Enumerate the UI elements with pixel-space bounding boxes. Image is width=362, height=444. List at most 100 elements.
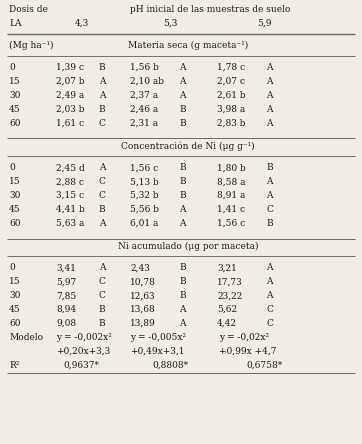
Text: 30: 30 [9, 291, 20, 300]
Text: y = -0,002x²: y = -0,002x² [56, 333, 112, 342]
Text: 15: 15 [9, 278, 21, 286]
Text: 2,45 d: 2,45 d [56, 163, 85, 172]
Text: +0,49x+3,1: +0,49x+3,1 [130, 347, 185, 356]
Text: 5,56 b: 5,56 b [130, 205, 159, 214]
Text: 4,42: 4,42 [217, 319, 237, 328]
Text: B: B [179, 177, 186, 186]
Text: A: A [266, 177, 273, 186]
Text: 8,94: 8,94 [56, 305, 76, 314]
Text: 0: 0 [9, 63, 15, 72]
Text: A: A [99, 163, 105, 172]
Text: 5,3: 5,3 [163, 19, 177, 28]
Text: B: B [266, 163, 273, 172]
Text: 45: 45 [9, 205, 21, 214]
Text: Modelo: Modelo [9, 333, 43, 342]
Text: y = -0,02x²: y = -0,02x² [219, 333, 269, 342]
Text: B: B [179, 291, 186, 300]
Text: 13,68: 13,68 [130, 305, 156, 314]
Text: 3,41: 3,41 [56, 263, 76, 273]
Text: 5,63 a: 5,63 a [56, 219, 84, 228]
Text: A: A [179, 205, 186, 214]
Text: 1,41 c: 1,41 c [217, 205, 245, 214]
Text: 2,10 ab: 2,10 ab [130, 77, 164, 86]
Text: 45: 45 [9, 305, 21, 314]
Text: A: A [99, 77, 105, 86]
Text: 1,78 c: 1,78 c [217, 63, 245, 72]
Text: B: B [99, 105, 105, 114]
Text: A: A [266, 291, 273, 300]
Text: 15: 15 [9, 77, 21, 86]
Text: +0,99x +4,7: +0,99x +4,7 [219, 347, 277, 356]
Text: A: A [179, 219, 186, 228]
Text: C: C [266, 319, 273, 328]
Text: 17,73: 17,73 [217, 278, 243, 286]
Text: B: B [99, 305, 105, 314]
Text: Ni acumulado (μg por maceta): Ni acumulado (μg por maceta) [118, 242, 258, 251]
Text: 2,07 b: 2,07 b [56, 77, 85, 86]
Text: A: A [266, 91, 273, 100]
Text: 2,83 b: 2,83 b [217, 119, 246, 127]
Text: A: A [179, 91, 186, 100]
Text: 3,15 c: 3,15 c [56, 191, 84, 200]
Text: A: A [179, 77, 186, 86]
Text: 1,56 c: 1,56 c [130, 163, 159, 172]
Text: 3,98 a: 3,98 a [217, 105, 245, 114]
Text: A: A [99, 91, 105, 100]
Text: 8,91 a: 8,91 a [217, 191, 245, 200]
Text: Dosis de: Dosis de [9, 5, 48, 14]
Text: 0: 0 [9, 163, 15, 172]
Text: 12,63: 12,63 [130, 291, 156, 300]
Text: B: B [266, 219, 273, 228]
Text: A: A [266, 77, 273, 86]
Text: 60: 60 [9, 219, 21, 228]
Text: 2,46 a: 2,46 a [130, 105, 159, 114]
Text: 5,97: 5,97 [56, 278, 76, 286]
Text: B: B [99, 205, 105, 214]
Text: 13,89: 13,89 [130, 319, 156, 328]
Text: 0,9637*: 0,9637* [63, 361, 100, 369]
Text: 10,78: 10,78 [130, 278, 156, 286]
Text: A: A [99, 219, 105, 228]
Text: 2,07 c: 2,07 c [217, 77, 245, 86]
Text: C: C [266, 205, 273, 214]
Text: LA: LA [9, 19, 22, 28]
Text: A: A [99, 263, 105, 273]
Text: 1,56 b: 1,56 b [130, 63, 159, 72]
Text: 45: 45 [9, 105, 21, 114]
Text: 0: 0 [9, 263, 15, 273]
Text: +0,20x+3,3: +0,20x+3,3 [56, 347, 110, 356]
Text: B: B [179, 119, 186, 127]
Text: 4,41 b: 4,41 b [56, 205, 85, 214]
Text: 2,61 b: 2,61 b [217, 91, 246, 100]
Text: Materia seca (g maceta⁻¹): Materia seca (g maceta⁻¹) [128, 41, 248, 51]
Text: B: B [179, 191, 186, 200]
Text: C: C [99, 177, 106, 186]
Text: 0,6758*: 0,6758* [246, 361, 282, 369]
Text: A: A [266, 278, 273, 286]
Text: R²: R² [9, 361, 20, 369]
Text: 0,8808*: 0,8808* [152, 361, 188, 369]
Text: A: A [266, 191, 273, 200]
Text: 2,88 c: 2,88 c [56, 177, 84, 186]
Text: 3,21: 3,21 [217, 263, 237, 273]
Text: 8,58 a: 8,58 a [217, 177, 246, 186]
Text: 5,9: 5,9 [257, 19, 272, 28]
Text: C: C [99, 278, 106, 286]
Text: pH inicial de las muestras de suelo: pH inicial de las muestras de suelo [130, 5, 291, 14]
Text: C: C [99, 291, 106, 300]
Text: 6,01 a: 6,01 a [130, 219, 159, 228]
Text: C: C [99, 191, 106, 200]
Text: A: A [266, 105, 273, 114]
Text: A: A [266, 263, 273, 273]
Text: C: C [99, 119, 106, 127]
Text: A: A [266, 63, 273, 72]
Text: B: B [99, 319, 105, 328]
Text: 4,3: 4,3 [74, 19, 89, 28]
Text: B: B [179, 278, 186, 286]
Text: B: B [179, 163, 186, 172]
Text: A: A [179, 319, 186, 328]
Text: 7,85: 7,85 [56, 291, 76, 300]
Text: 5,13 b: 5,13 b [130, 177, 159, 186]
Text: (Mg ha⁻¹): (Mg ha⁻¹) [9, 41, 54, 51]
Text: Concentración de Ni (μg g⁻¹): Concentración de Ni (μg g⁻¹) [121, 141, 255, 151]
